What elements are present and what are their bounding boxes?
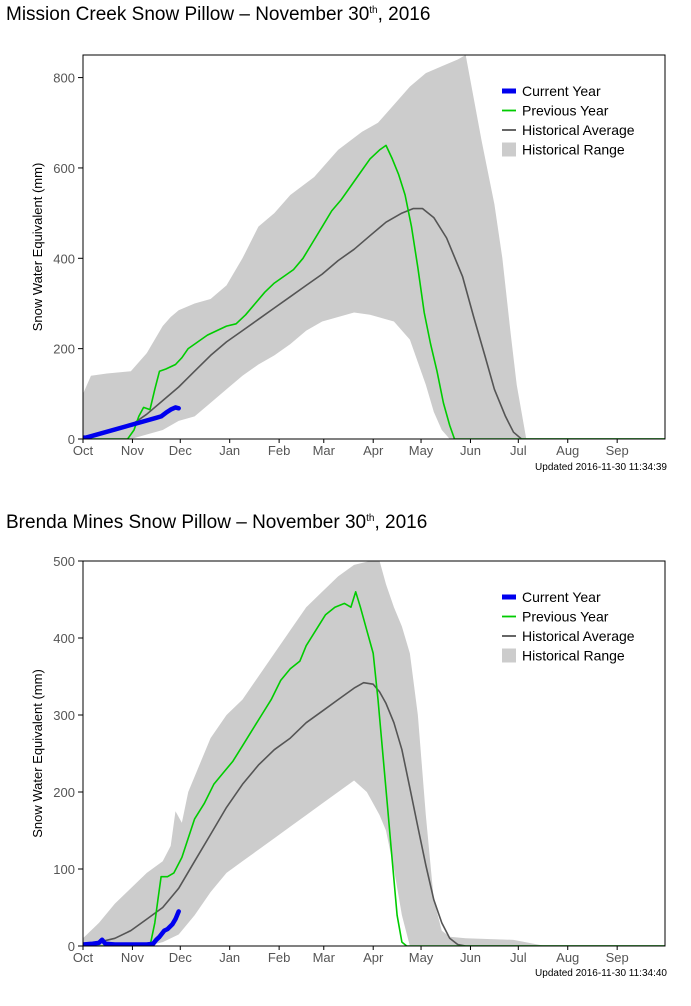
x-tick-label: Aug xyxy=(556,443,579,458)
x-tick-label: Jan xyxy=(219,950,240,965)
x-tick-label: Mar xyxy=(313,950,336,965)
x-tick-label: Nov xyxy=(121,950,145,965)
legend-label-historical-range: Historical Range xyxy=(522,648,625,664)
plot-area xyxy=(83,55,665,439)
legend-swatch-historical-range xyxy=(502,648,516,663)
x-tick-label: Sep xyxy=(606,443,629,458)
y-tick-label: 800 xyxy=(53,71,75,86)
x-tick-label: Jul xyxy=(510,443,527,458)
x-tick-label: Aug xyxy=(556,950,579,965)
y-tick-label: 200 xyxy=(53,342,75,357)
updated-timestamp: Updated 2016-11-30 11:34:40 xyxy=(535,968,667,979)
historical-range-band xyxy=(83,561,665,946)
x-tick-label: Jul xyxy=(510,950,527,965)
legend-label-historical-range: Historical Range xyxy=(522,142,625,158)
y-tick-label: 600 xyxy=(53,161,75,176)
x-tick-label: Feb xyxy=(268,950,290,965)
plot-frame xyxy=(82,560,666,947)
chart-panel-brenda-mines: Brenda Mines Snow Pillow – November 30th… xyxy=(0,508,691,1006)
legend-label-previous-year: Previous Year xyxy=(522,103,609,119)
y-tick-label: 0 xyxy=(68,939,75,954)
legend-label-previous-year: Previous Year xyxy=(522,609,609,625)
chart-svg: 0 200 400 600 800 Oct Nov Dec Jan Feb Mar Apr May Jun… xyxy=(30,54,666,458)
y-tick-label: 500 xyxy=(53,554,75,569)
historical-range-band xyxy=(83,55,665,439)
series-line-previous-year xyxy=(83,591,665,946)
chart-svg: 0 100 200 300 400 500 Oct Nov Dec Jan Feb Mar Apr May… xyxy=(30,554,666,965)
x-tick-label: Apr xyxy=(363,950,384,965)
chart-title: Mission Creek Snow Pillow – November 30t… xyxy=(6,4,431,25)
y-tick-label: 100 xyxy=(53,862,75,877)
x-tick-label: Nov xyxy=(121,443,145,458)
x-tick-label: Oct xyxy=(73,443,94,458)
y-tick-label: 400 xyxy=(53,251,75,266)
legend-swatch-historical-range xyxy=(502,142,516,157)
updated-timestamp: Updated 2016-11-30 11:34:39 xyxy=(535,462,667,473)
x-tick-label: May xyxy=(409,443,434,458)
x-tick-label: Sep xyxy=(606,950,629,965)
series-line-historical-average xyxy=(83,207,665,439)
y-tick-label: 0 xyxy=(68,432,75,447)
y-tick-label: 300 xyxy=(53,708,75,723)
legend-label-current-year: Current Year xyxy=(522,589,601,605)
x-tick-label: May xyxy=(409,950,434,965)
series-line-current-year xyxy=(83,909,181,946)
x-tick-label: Jan xyxy=(219,443,240,458)
y-axis-title: Snow Water Equivalent (mm) xyxy=(30,669,45,838)
chart-panel-mission-creek: Mission Creek Snow Pillow – November 30t… xyxy=(0,0,691,498)
x-tick-label: Dec xyxy=(169,950,193,965)
x-tick-label: Apr xyxy=(363,443,384,458)
x-tick-label: Mar xyxy=(313,443,336,458)
chart-title: Brenda Mines Snow Pillow – November 30th… xyxy=(6,512,428,533)
x-tick-label: Jun xyxy=(460,443,481,458)
legend-label-historical-average: Historical Average xyxy=(522,628,635,644)
series-line-current-year xyxy=(83,405,181,439)
y-tick-label: 400 xyxy=(53,631,75,646)
plot-frame xyxy=(82,54,666,440)
legend-label-historical-average: Historical Average xyxy=(522,122,635,138)
y-tick-label: 200 xyxy=(53,785,75,800)
x-tick-label: Oct xyxy=(73,950,94,965)
y-axis-title: Snow Water Equivalent (mm) xyxy=(30,163,45,332)
x-tick-label: Feb xyxy=(268,443,290,458)
x-tick-label: Dec xyxy=(169,443,193,458)
plot-area xyxy=(83,561,665,946)
x-tick-label: Jun xyxy=(460,950,481,965)
series-line-historical-average xyxy=(83,681,665,946)
legend-label-current-year: Current Year xyxy=(522,83,601,99)
series-line-previous-year xyxy=(83,144,665,439)
